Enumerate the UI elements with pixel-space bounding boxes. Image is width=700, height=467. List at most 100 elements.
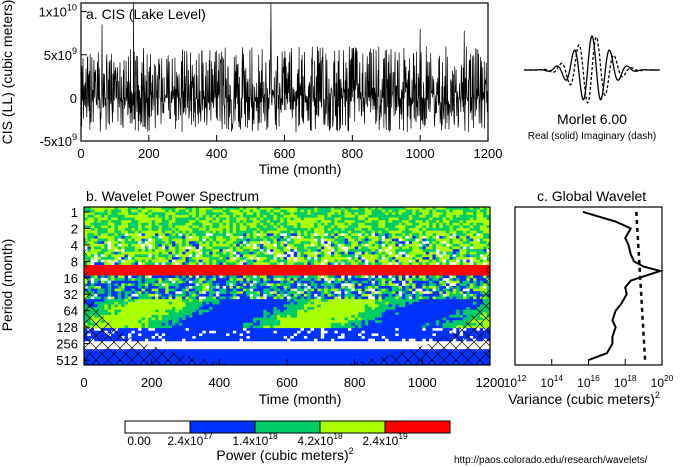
power-cell	[351, 251, 356, 255]
power-cell	[270, 299, 275, 303]
power-cell	[97, 291, 102, 295]
power-cell	[114, 217, 119, 221]
power-cell	[178, 230, 183, 234]
power-cell	[435, 280, 440, 284]
power-cell	[341, 278, 346, 282]
power-cell	[307, 309, 312, 313]
power-cell	[256, 270, 261, 274]
power-cell	[391, 259, 396, 263]
power-cell	[483, 251, 488, 255]
power-cell	[449, 233, 454, 237]
power-cell	[415, 293, 420, 298]
power-cell	[114, 296, 119, 300]
power-cell	[195, 293, 200, 298]
power-cell	[249, 278, 254, 282]
power-cell	[138, 220, 143, 224]
power-cell	[111, 233, 116, 237]
power-cell	[381, 220, 386, 224]
power-cell	[195, 296, 200, 300]
power-cell	[317, 233, 322, 237]
power-cell	[87, 233, 92, 237]
power-cell	[324, 296, 329, 300]
power-cell	[222, 272, 227, 276]
power-cell	[300, 280, 305, 284]
power-cell	[364, 264, 369, 269]
power-cell	[219, 272, 224, 276]
power-cell	[168, 270, 173, 274]
power-cell	[314, 251, 319, 255]
power-cell	[256, 233, 261, 237]
power-cell	[293, 309, 298, 313]
power-cell	[236, 246, 241, 250]
power-cell	[435, 207, 440, 211]
power-cell	[144, 267, 149, 271]
power-cell	[351, 238, 356, 242]
power-cell	[446, 257, 450, 261]
power-cell	[182, 254, 187, 258]
power-cell	[374, 304, 379, 308]
power-cell	[127, 270, 132, 274]
power-cell	[341, 267, 346, 271]
power-cell	[202, 257, 207, 261]
power-cell	[168, 314, 173, 319]
power-cell	[127, 233, 132, 237]
power-cell	[432, 225, 437, 229]
power-cell	[178, 314, 183, 319]
power-cell	[361, 272, 366, 276]
power-cell	[391, 267, 396, 271]
power-cell	[351, 257, 356, 261]
power-cell	[229, 288, 234, 292]
power-cell	[469, 301, 474, 305]
power-cell	[287, 249, 291, 253]
power-cell	[351, 243, 356, 247]
power-cell	[334, 207, 339, 211]
power-cell	[256, 293, 261, 298]
power-cell	[165, 241, 170, 245]
power-cell	[368, 217, 373, 221]
power-cell	[371, 301, 376, 305]
power-cell	[334, 272, 339, 276]
power-cell	[324, 241, 329, 245]
power-cell	[290, 286, 295, 290]
power-cell	[219, 207, 224, 211]
power-cell	[314, 304, 319, 308]
power-cell	[452, 293, 457, 298]
power-cell	[266, 249, 271, 253]
power-cell	[324, 238, 329, 242]
power-cell	[307, 207, 312, 211]
power-cell	[469, 238, 474, 242]
power-cell	[412, 270, 417, 274]
power-cell	[141, 293, 146, 298]
power-cell	[283, 238, 288, 242]
power-cell	[219, 212, 224, 216]
power-cell	[344, 272, 349, 276]
power-cell	[391, 291, 396, 295]
power-cell	[344, 262, 349, 266]
power-cell	[161, 275, 166, 279]
power-cell	[155, 275, 160, 279]
power-cell	[111, 222, 116, 226]
power-cell	[161, 241, 166, 245]
power-cell	[151, 314, 156, 319]
power-cell	[337, 257, 342, 261]
power-cell	[243, 235, 247, 240]
power-cell	[391, 264, 396, 269]
power-cell	[171, 225, 176, 229]
power-cell	[466, 288, 471, 292]
power-cell	[94, 235, 99, 240]
power-cell	[378, 225, 383, 229]
power-cell	[330, 212, 335, 216]
power-cell	[185, 270, 190, 274]
power-cell	[185, 272, 190, 276]
power-cell	[476, 243, 481, 247]
power-cell	[270, 207, 275, 211]
power-cell	[87, 270, 92, 274]
power-cell	[199, 259, 204, 263]
power-cell	[222, 212, 227, 216]
power-cell	[320, 293, 325, 298]
power-cell	[337, 293, 342, 298]
panel-a-ylabel: CIS (LL) (cubic meters)	[0, 0, 15, 144]
power-cell	[469, 246, 474, 250]
power-cell	[422, 220, 427, 224]
power-cell	[385, 296, 390, 300]
